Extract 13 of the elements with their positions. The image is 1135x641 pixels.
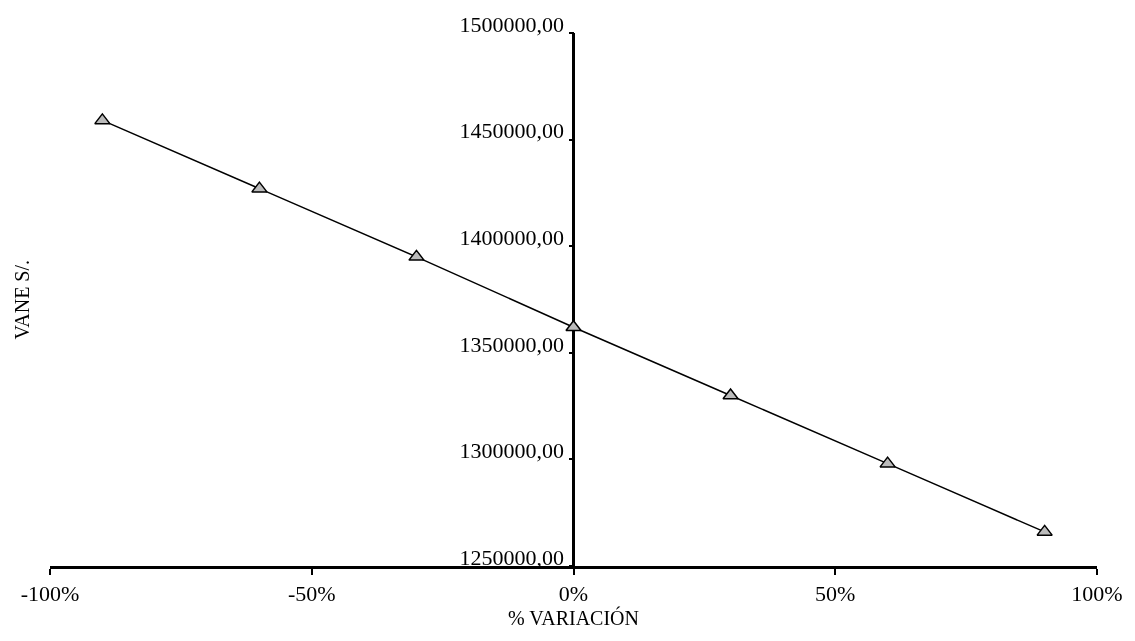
x-tick-label: -50% [287,581,336,607]
x-tick-label: 0% [558,581,589,607]
y-tick-label: 1350000,00 [459,331,565,357]
x-tick-label: 50% [815,581,856,607]
y-tick-label: 1500000,00 [459,11,565,37]
x-tick-label: 100% [1071,581,1123,607]
y-tick-label: 1250000,00 [459,544,565,570]
y-tick-label: 1300000,00 [459,438,565,464]
x-axis-title: % VARIACIÓN [508,606,639,630]
y-axis-title: VANE S/. [10,259,33,340]
y-tick-label: 1400000,00 [459,224,565,250]
y-tick-label: 1450000,00 [459,118,565,144]
x-tick-label: -100% [20,581,80,607]
